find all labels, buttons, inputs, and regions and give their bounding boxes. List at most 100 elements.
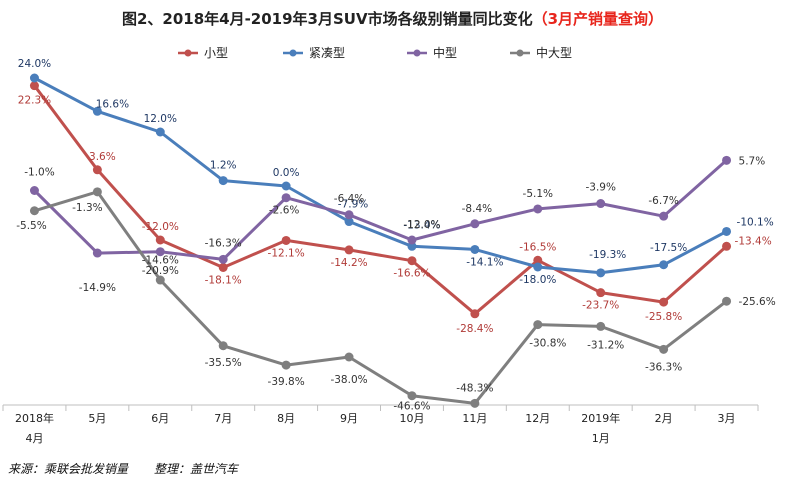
series-points	[29, 73, 732, 408]
data-label-2-3: -16.3%	[205, 237, 242, 249]
source-note: 来源：乘联会批发销量 整理：盖世汽车	[8, 460, 238, 477]
data-point-1-8	[533, 262, 543, 272]
data-label-1-2: 12.0%	[144, 113, 177, 125]
data-point-0-3	[218, 262, 228, 272]
legend-label-0: 小型	[204, 46, 228, 60]
data-point-3-8	[533, 320, 543, 330]
chart-title-highlight: （3月产销量查询）	[532, 10, 664, 28]
data-label-2-10: -6.7%	[648, 195, 678, 207]
x-tick-label-part: 12月	[525, 412, 550, 425]
data-point-1-10	[659, 260, 669, 270]
x-tick-label-part: 6月	[151, 412, 169, 425]
data-point-2-4	[281, 193, 291, 203]
data-point-3-4	[281, 360, 291, 370]
x-tick-label-5: 9月	[340, 412, 358, 425]
data-label-3-10: -36.3%	[645, 361, 682, 373]
data-point-2-2	[155, 247, 165, 257]
data-label-1-3: 1.2%	[210, 160, 237, 172]
x-tick-label-part: 11月	[462, 412, 487, 425]
data-point-0-2	[155, 235, 165, 245]
data-label-3-9: -31.2%	[587, 339, 624, 351]
data-label-2-7: -8.4%	[462, 203, 492, 215]
data-label-2-2: -14.6%	[142, 255, 179, 267]
x-tick-label-part: 2019年	[581, 411, 620, 425]
data-point-0-5	[344, 245, 354, 255]
data-label-2-9: -3.9%	[585, 182, 615, 194]
data-point-2-0	[29, 186, 39, 195]
data-label-1-7: -14.1%	[466, 256, 503, 268]
x-tick-label-part: 8月	[277, 412, 295, 425]
data-point-2-3	[218, 254, 228, 264]
data-label-0-6: -16.6%	[393, 268, 430, 280]
data-point-3-7	[470, 398, 480, 408]
data-label-0-5: -14.2%	[330, 257, 367, 269]
data-label-0-8: -16.5%	[519, 241, 556, 253]
data-point-3-0	[29, 206, 39, 216]
data-point-3-11	[722, 296, 732, 306]
series-line-1	[33, 76, 728, 275]
data-point-1-6	[407, 241, 417, 251]
data-label-3-7: -48.3%	[456, 382, 493, 394]
x-tick-label-part: 10月	[399, 412, 424, 425]
x-tick-label-part: 1月	[592, 432, 610, 445]
data-label-0-2: -12.0%	[142, 221, 179, 233]
data-label-2-6: -12.0%	[403, 219, 440, 231]
data-label-2-11: 5.7%	[739, 155, 766, 167]
data-point-1-9	[596, 268, 606, 278]
data-point-3-3	[218, 341, 228, 351]
data-point-0-6	[407, 256, 417, 266]
data-point-0-11	[722, 241, 732, 251]
compiled-by-text: 整理：盖世汽车	[154, 462, 239, 476]
x-tick-label-3: 7月	[214, 412, 232, 425]
data-label-1-10: -17.5%	[650, 242, 687, 254]
data-point-2-8	[533, 204, 543, 214]
data-label-3-0: -5.5%	[16, 220, 46, 232]
x-tick-label-4: 8月	[277, 412, 295, 425]
data-label-2-8: -5.1%	[523, 188, 553, 200]
data-label-1-5: -7.9%	[338, 199, 368, 211]
data-point-0-4	[281, 235, 291, 245]
x-tick-label-part: 3月	[718, 412, 736, 425]
data-label-3-6: -46.6%	[393, 401, 430, 413]
data-label-0-9: -23.7%	[582, 300, 619, 312]
data-point-3-2	[155, 275, 165, 285]
data-point-2-11	[722, 155, 732, 165]
source-text: 来源：乘联会批发销量	[8, 462, 129, 476]
data-label-0-7: -28.4%	[456, 323, 493, 335]
legend-marker-1	[289, 49, 297, 57]
data-label-2-4: -2.6%	[269, 205, 299, 217]
x-tick-label-6: 10月	[399, 412, 424, 425]
chart-title: 图2、2018年4月-2019年3月SUV市场各级别销量同比变化（3月产销量查询…	[0, 8, 785, 29]
x-axis: 2018年 4月 5月 6月 7月 8月 9月 10月 11月 12月 2019年 1月 2月 3月	[2, 404, 759, 445]
series-line-2	[33, 159, 728, 261]
data-point-0-8	[533, 255, 543, 265]
data-point-0-1	[92, 165, 102, 175]
series-line-0	[33, 84, 728, 316]
x-tick-label-11: 3月	[718, 412, 736, 425]
x-tick-label-part: 5月	[88, 412, 106, 425]
series-line-3	[34, 190, 728, 405]
chart-legend: 小型 紧凑型 中型 中大型	[178, 45, 572, 60]
data-point-3-10	[659, 344, 669, 354]
data-label-1-1: 16.6%	[96, 98, 129, 110]
data-label-0-1: 3.6%	[89, 151, 116, 163]
x-tick-label-part: 7月	[214, 412, 232, 425]
data-labels: 22.3% 3.6% -12.0% -18.1% -12.1% -14.2% -16.6% -…	[16, 58, 775, 413]
data-label-1-4: 0.0%	[273, 167, 300, 179]
data-label-0-0: 22.3%	[18, 95, 51, 107]
x-tick-label-8: 12月	[525, 412, 550, 425]
data-point-2-6	[407, 235, 417, 245]
data-point-0-10	[659, 297, 669, 307]
data-point-2-1	[92, 248, 102, 258]
x-tick-label-9: 2019年 1月	[581, 411, 620, 445]
x-tick-label-part: 4月	[25, 432, 43, 445]
x-tick-label-7: 11月	[462, 412, 487, 425]
data-point-3-9	[596, 321, 606, 331]
data-label-3-3: -35.5%	[205, 357, 242, 369]
data-point-2-9	[596, 199, 606, 209]
data-label-0-4: -12.1%	[268, 247, 305, 259]
legend-label-3: 中大型	[536, 45, 572, 60]
data-point-3-6	[407, 391, 417, 401]
data-label-1-0: 24.0%	[18, 58, 51, 70]
data-label-3-2: -20.9%	[142, 265, 179, 277]
